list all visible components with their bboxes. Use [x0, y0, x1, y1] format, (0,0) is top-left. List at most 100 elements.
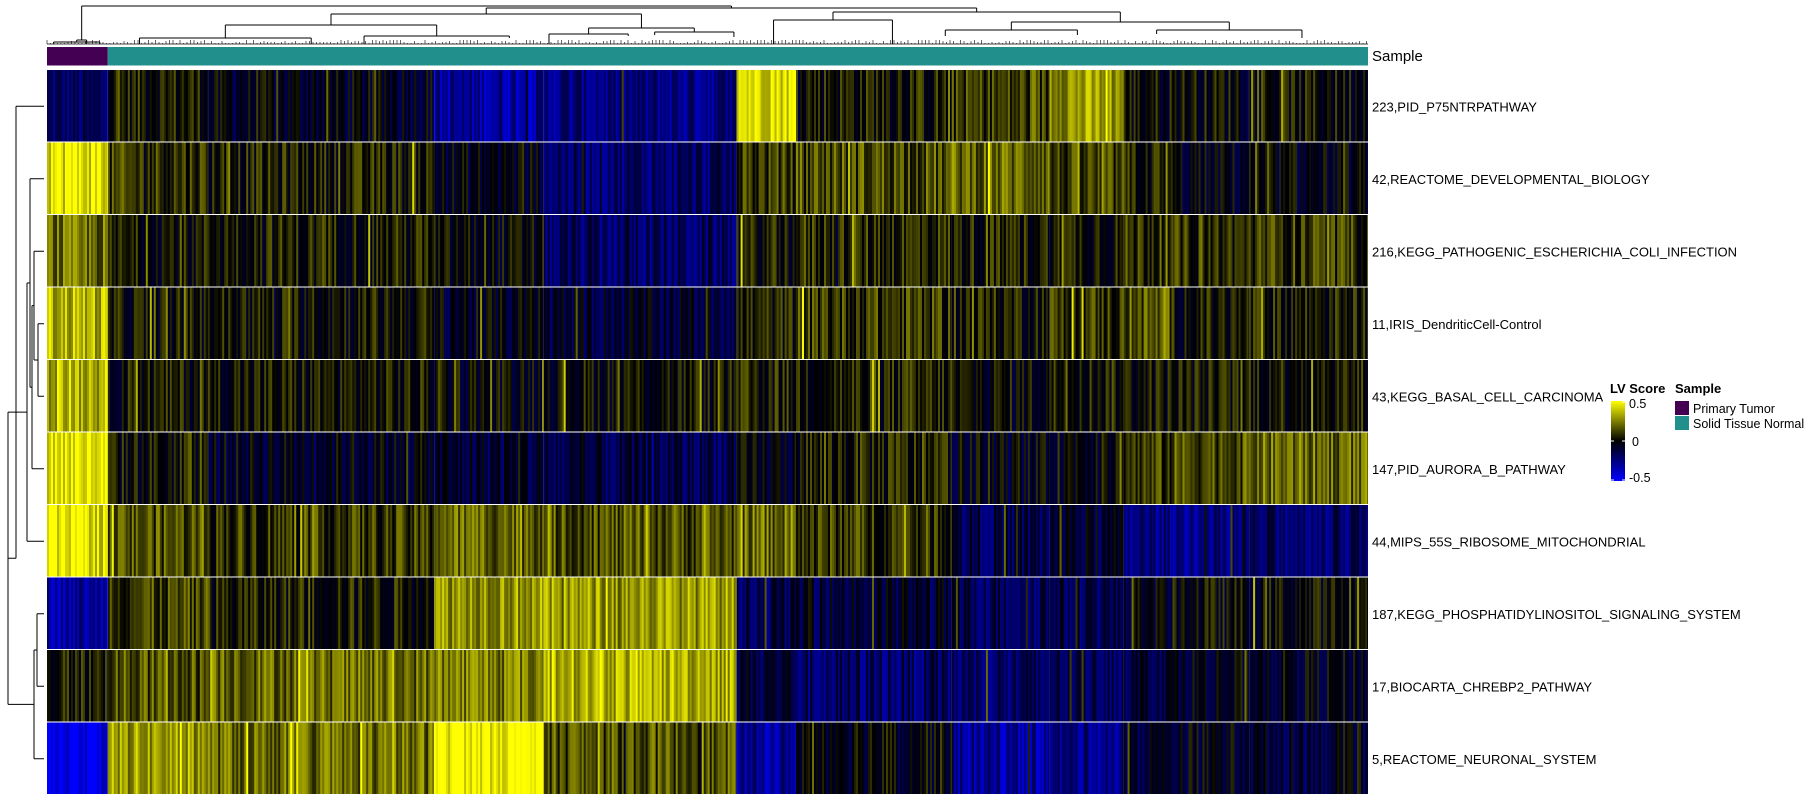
heatmap-cell — [746, 432, 749, 504]
heatmap-cell — [364, 505, 367, 577]
heatmap-cell — [971, 505, 975, 577]
heatmap-cell — [938, 70, 941, 142]
heatmap-cell — [794, 287, 796, 359]
heatmap-cell — [1135, 142, 1138, 214]
heatmap-cell — [959, 70, 963, 142]
heatmap-cell — [705, 142, 709, 214]
heatmap-cell — [1163, 432, 1166, 504]
heatmap-cell — [744, 360, 747, 432]
heatmap-cell — [1188, 432, 1191, 504]
heatmap-cell — [673, 432, 677, 504]
heatmap-cell — [1267, 505, 1270, 577]
heatmap-cell — [1240, 360, 1243, 432]
heatmap-cell — [1210, 215, 1213, 287]
heatmap-cell — [342, 577, 345, 649]
heatmap-cell — [302, 360, 305, 432]
heatmap-cell — [1053, 432, 1056, 504]
heatmap-cell — [414, 142, 417, 214]
heatmap-cell — [1349, 432, 1352, 504]
heatmap-cell — [880, 360, 883, 432]
heatmap-cell — [788, 287, 791, 359]
heatmap-cell — [1059, 215, 1062, 287]
heatmap-cell — [653, 360, 657, 432]
heatmap-cell — [736, 287, 739, 359]
heatmap-cell — [866, 287, 869, 359]
heatmap-cell — [1121, 360, 1124, 432]
heatmap-cell — [536, 432, 539, 504]
heatmap-cell — [756, 70, 759, 142]
heatmap-cell — [216, 142, 219, 214]
heatmap-cell — [1029, 70, 1033, 142]
heatmap-cell — [1220, 287, 1223, 359]
heatmap-cell — [444, 142, 447, 214]
heatmap-cell — [607, 142, 611, 214]
heatmap-cell — [1214, 505, 1217, 577]
heatmap-cell — [912, 215, 915, 287]
heatmap-cell — [1081, 505, 1084, 577]
heatmap-cell — [103, 142, 106, 214]
heatmap-cell — [274, 142, 277, 214]
heatmap-cell — [561, 432, 565, 504]
heatmap-cell — [946, 142, 949, 214]
heatmap-cell — [647, 287, 651, 359]
heatmap-cell — [983, 287, 987, 359]
heatmap-cell — [524, 287, 527, 359]
heatmap-cell — [167, 505, 171, 577]
heatmap-cell — [752, 432, 755, 504]
heatmap-cell — [384, 142, 387, 214]
heatmap-cell — [290, 142, 293, 214]
heatmap-cell — [637, 505, 641, 577]
heatmap-cell — [179, 215, 183, 287]
heatmap-cell — [1265, 287, 1268, 359]
heatmap-cell — [800, 360, 803, 432]
heatmap-cell — [294, 505, 297, 577]
heatmap-cell — [346, 360, 349, 432]
heatmap-cell — [852, 287, 855, 359]
heatmap-cell — [83, 432, 86, 504]
heatmap-cell — [111, 142, 115, 214]
heatmap-cell — [930, 432, 933, 504]
heatmap-cell — [667, 142, 671, 214]
heatmap-cell — [1299, 215, 1302, 287]
heatmap-cell — [99, 70, 102, 142]
heatmap-cell — [272, 432, 275, 504]
heatmap-cell — [631, 432, 635, 504]
heatmap-cell — [711, 360, 715, 432]
heatmap-cell — [679, 577, 683, 649]
heatmap-cell — [782, 360, 785, 432]
heatmap-cell — [1204, 215, 1207, 287]
heatmap-cell — [354, 215, 357, 287]
heatmap-cell — [1171, 432, 1173, 504]
heatmap-cell — [149, 577, 153, 649]
heatmap-cell — [977, 70, 981, 142]
heatmap-cell — [135, 360, 139, 432]
heatmap-cell — [1127, 287, 1130, 359]
heatmap-cell — [268, 287, 271, 359]
heatmap-cell — [1232, 70, 1235, 142]
heatmap-cell — [169, 142, 173, 214]
heatmap-cell — [141, 577, 145, 649]
heatmap-cell — [536, 142, 539, 214]
heatmap-cell — [1063, 360, 1066, 432]
heatmap-cell — [816, 142, 819, 214]
heatmap-cell — [840, 505, 843, 577]
heatmap-cell — [534, 432, 537, 504]
heatmap-cell — [934, 142, 937, 214]
heatmap-cell — [619, 70, 623, 142]
heatmap-cell — [500, 142, 503, 214]
heatmap-cell — [1190, 142, 1193, 214]
heatmap-cell — [376, 432, 379, 504]
heatmap-cell — [1057, 215, 1060, 287]
heatmap-cell — [565, 577, 569, 649]
heatmap-cell — [967, 142, 971, 214]
heatmap-cell — [500, 577, 503, 649]
heatmap-cell — [356, 505, 359, 577]
heatmap-cell — [107, 577, 108, 649]
heatmap-cell — [330, 215, 333, 287]
heatmap-cell — [135, 287, 139, 359]
heatmap-cell — [510, 287, 513, 359]
heatmap-cell — [1305, 360, 1308, 432]
heatmap-cell — [977, 215, 981, 287]
heatmap-cell — [388, 577, 391, 649]
heatmap-cell — [95, 360, 98, 432]
